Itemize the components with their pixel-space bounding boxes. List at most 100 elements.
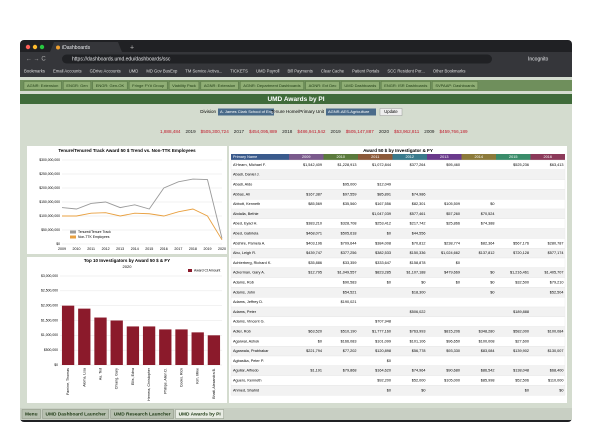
dash-tab-label: ENGR: Gen [66,83,87,88]
unit-select[interactable] [326,108,376,116]
bookmark[interactable]: Clear Cache [321,69,345,74]
header-cell [392,154,427,160]
bottom-tab[interactable] [110,409,174,419]
header-label: Primary Name [233,155,257,159]
cell: Aguero, Kenneth [233,379,262,383]
nav-buttons[interactable]: ← → C [26,57,46,63]
dash-tab[interactable] [23,81,62,90]
strip-item: 2009 [424,129,435,134]
bar [61,305,75,365]
cell: Abadi, Aldo [233,183,252,187]
bottom-tab[interactable] [175,409,224,419]
cell: $0 [387,281,391,285]
cell: $582,000 [513,330,529,334]
cell: $0 [387,232,391,236]
bookmark[interactable]: SCC Resident Por... [387,69,424,74]
unit-label: Tenure Home/Primary Unit [271,109,325,114]
y-tick-label: $0 [54,363,58,367]
cell: $35,560 [343,202,357,206]
bottom-tab[interactable] [21,409,41,419]
cell: $0 [387,388,391,392]
cell: $0 [456,261,460,265]
strip-item: 2018 [282,129,293,134]
dash-tab[interactable] [305,81,340,90]
bookmark[interactable]: UMD [129,69,139,74]
division-value: A. James Clark School of Engine [220,109,279,114]
cell: Ackerman, Gary A. [233,271,265,275]
zoom-button[interactable] [39,44,45,50]
update-button[interactable] [379,108,403,116]
new-tab[interactable]: + [130,44,134,51]
dash-tab[interactable] [341,81,380,90]
bottom-tab-label: UMD Dashboard Launcher [46,411,106,417]
bookmark[interactable]: Bookmarks [24,69,45,74]
cell: $130,007 [548,349,564,353]
dash-tab-label: Fringe FY# Group [132,83,165,88]
cell: $0 [456,281,460,285]
cell: $90,680 [446,369,460,373]
cell: Abbott, Kenneth [233,202,260,206]
line-title: Tenure/Tenured Track Award 50 $ Trend vs… [58,148,196,153]
cell: Adler, Rob [233,330,251,334]
minimize-button[interactable] [32,44,38,50]
x-tick-label: Herrera, Christopher [147,367,151,401]
strip-item: 2017 [234,129,245,134]
x-tick-label: Chiang, Gary [115,368,119,389]
bookmark[interactable]: Email Accounts [53,69,82,74]
cell: $70,524 [481,212,495,216]
division-select[interactable] [218,108,274,116]
bar [175,329,188,365]
cell: $90,583 [343,281,357,285]
x-tick-label: Cooks, Rick [179,368,183,387]
bottom-tab[interactable] [42,409,109,419]
close-button[interactable] [25,44,31,50]
y-tick-label: $1,000,000 [41,333,58,337]
bookmark[interactable]: MD Gov BusExp [146,69,178,74]
cell: $70,812 [412,241,426,245]
cell: $33,359 [343,261,357,265]
row [230,189,566,200]
bookmark[interactable]: TICKETS [230,69,248,74]
dash-tab-label: AGNR: Extension [27,83,58,88]
bookmark[interactable]: TM Service Activa... [185,69,222,74]
dash-tab[interactable] [128,81,168,90]
x-tick-label: 2019 [203,247,211,251]
dash-tab[interactable] [168,81,200,90]
dash-tab[interactable] [200,81,239,90]
cell: $577,174 [548,251,564,255]
bottom-tab-label: UMD Research Launcher [114,411,171,417]
cell: $0 [318,339,322,343]
cell: $328,708 [341,222,357,226]
bookmark[interactable]: GDrive Accounts [90,69,121,74]
cell: $68,400 [550,369,564,373]
address-bar[interactable] [62,54,492,64]
dash-tab[interactable] [63,81,91,90]
x-tick-label: 2011 [87,247,95,251]
legend-swatch [188,269,192,272]
strip-item: $454,095,889 [249,129,278,134]
bookmark[interactable]: Other Bookmarks [433,69,466,74]
active-tab[interactable] [50,42,122,52]
bookmark[interactable]: UMD Payroll [256,69,280,74]
header-cell [289,154,324,160]
dash-tab[interactable] [240,81,304,90]
dash-tab[interactable] [92,81,128,90]
row [230,297,566,308]
legend-label: Tenured/Tenure Track [78,230,111,234]
cell: $27,600 [515,339,529,343]
cell: $100,084 [548,330,564,334]
row [230,179,566,190]
bottom-tab-label: UMD Awards by PI [179,411,222,417]
dash-tab[interactable] [381,81,431,90]
tab-icon [56,45,60,50]
bookmark[interactable]: Patient Portals [352,69,379,74]
cell: $383,210 [306,222,322,226]
cell: $238,774 [444,241,460,245]
dash-tab[interactable] [432,81,479,90]
x-tick-label: 2017 [174,247,182,251]
cell: $190,021 [341,300,357,304]
dashboard-title: UMD Awards by PI [267,96,324,103]
bookmark[interactable]: Bill Payments [287,69,312,74]
cell: $1,191 [310,369,322,373]
cell: Ahmed, Shahid [233,388,259,392]
